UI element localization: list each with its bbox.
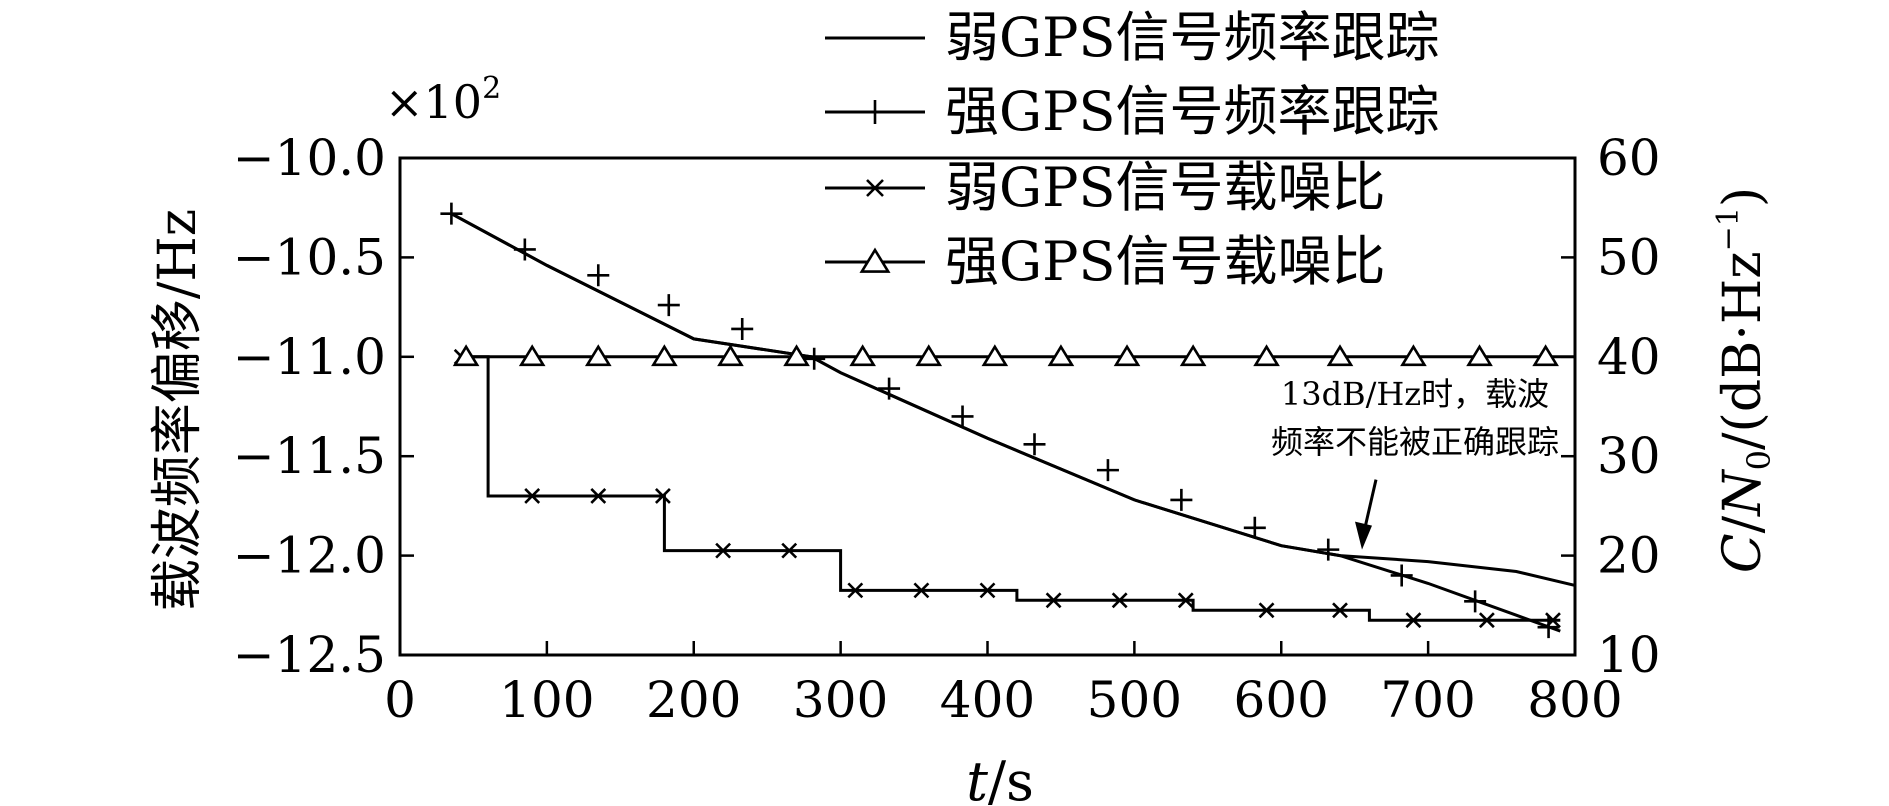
triangle-marker [1047, 344, 1075, 367]
x-tick-label: 800 [1527, 671, 1622, 729]
x-marker [847, 582, 864, 599]
plus-marker [513, 238, 536, 261]
x-marker [654, 488, 671, 504]
plus-marker [440, 202, 463, 225]
x-marker [1405, 612, 1422, 629]
triangle-marker [1179, 344, 1207, 367]
x-marker [781, 542, 798, 559]
y-tick-label: −10.5 [233, 228, 386, 286]
y2-tick-label: 10 [1597, 626, 1661, 684]
triangle-marker [849, 344, 876, 367]
x-marker [1545, 612, 1561, 629]
series-4 [452, 344, 1575, 367]
plus-marker [951, 405, 974, 428]
arrow-shaft [1363, 479, 1378, 528]
triangle-marker [859, 247, 891, 273]
plus-marker [1390, 564, 1413, 587]
plus-marker [1170, 488, 1193, 511]
axes: 0 100 200 300 400 500 600 700 800 −10.0 −10.5 −11.0… [233, 129, 1661, 729]
series-layer [440, 202, 1576, 639]
x-tick-label: 700 [1380, 671, 1475, 729]
y-axis-multiplier: ×102 [385, 71, 501, 129]
x-tick-label: 0 [384, 671, 416, 729]
y-axis-title: 载波频率偏移/Hz [148, 209, 208, 611]
y-tick-label: −11.0 [233, 328, 386, 386]
legend-label: 强GPS信号载噪比 [945, 230, 1385, 293]
plus-marker [657, 294, 680, 317]
plus-marker [803, 347, 826, 370]
x-tick-label: 200 [646, 671, 741, 729]
plus-marker [863, 100, 887, 124]
triangle-marker [1326, 344, 1354, 367]
annotation-arrow [1355, 479, 1378, 550]
plus-marker [1464, 590, 1487, 613]
x-tick-label: 500 [1087, 671, 1182, 729]
triangle-marker [783, 344, 810, 367]
y-tick-label: −10.0 [233, 129, 386, 187]
legend-label: 弱GPS信号频率跟踪 [945, 6, 1439, 69]
x-marker [913, 582, 930, 599]
triangle-marker [584, 344, 612, 367]
triangle-marker [915, 344, 943, 367]
triangle-marker [452, 344, 480, 367]
x-marker [1111, 592, 1128, 609]
x-marker [524, 488, 541, 504]
plus-marker [1023, 433, 1046, 456]
plus-marker [1317, 538, 1340, 561]
axis-labels: ×102 t/s 载波频率偏移/Hz C/N0/(dB·Hz−1) 13dB/H… [148, 71, 1778, 806]
x-marker [1478, 612, 1495, 629]
legend-label: 强GPS信号频率跟踪 [945, 80, 1439, 143]
x-marker [1258, 602, 1275, 619]
x-marker [590, 488, 607, 504]
triangle-marker [981, 344, 1009, 367]
y-tick-label: −11.5 [233, 427, 386, 485]
arrow-head [1355, 521, 1372, 550]
x-marker [1045, 592, 1062, 609]
y-tick-label: −12.5 [233, 626, 386, 684]
x-marker [715, 542, 732, 559]
x-axis-title: t/s [966, 750, 1034, 806]
triangle-marker [1400, 344, 1427, 367]
y2-tick-label: 50 [1597, 228, 1661, 286]
triangle-marker [1253, 344, 1280, 367]
annotation-line-2: 频率不能被正确跟踪 [1271, 423, 1559, 461]
legend-label: 弱GPS信号载噪比 [945, 156, 1385, 219]
x-tick-label: 400 [940, 671, 1035, 729]
x-marker [1177, 592, 1194, 609]
y-tick-label: −12.0 [233, 527, 386, 585]
triangle-marker [651, 344, 678, 367]
triangle-marker [518, 344, 546, 367]
x-tick-label: 100 [499, 671, 594, 729]
plus-marker [1096, 459, 1119, 482]
series-line [450, 212, 1561, 633]
triangle-marker [1532, 344, 1559, 367]
x-marker [979, 582, 996, 599]
x-tick-label: 600 [1234, 671, 1329, 729]
y2-tick-label: 30 [1597, 427, 1661, 485]
y2-tick-label: 20 [1597, 527, 1661, 585]
y2-axis-title: C/N0/(dB·Hz−1) [1711, 187, 1778, 573]
triangle-marker [1466, 344, 1493, 367]
plus-marker [731, 317, 754, 340]
plus-marker [587, 264, 610, 287]
plus-marker [1243, 516, 1266, 539]
annotation-line-1: 13dB/Hz时，载波 [1281, 375, 1549, 413]
series-3 [453, 348, 1561, 629]
plus-marker [878, 377, 901, 400]
y2-tick-label: 40 [1597, 328, 1661, 386]
x-marker [1332, 602, 1348, 619]
triangle-marker [1113, 344, 1141, 367]
y2-tick-label: 60 [1597, 129, 1661, 187]
x-tick-label: 300 [793, 671, 888, 729]
series-2 [440, 202, 1561, 639]
triangle-marker [717, 344, 744, 367]
x-marker [866, 179, 884, 197]
